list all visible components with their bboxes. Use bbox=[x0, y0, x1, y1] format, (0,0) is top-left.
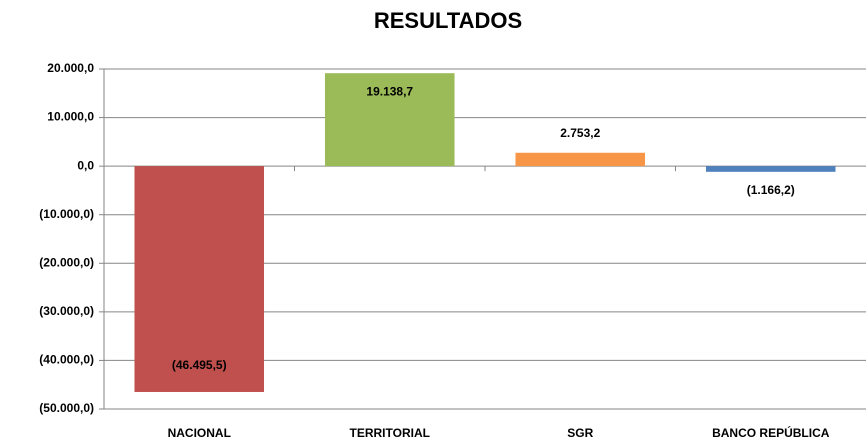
x-tick-label: BANCO REPÚBLICA bbox=[712, 425, 830, 440]
value-label: 2.753,2 bbox=[560, 126, 600, 140]
y-tick-label: 10.000,0 bbox=[47, 110, 94, 124]
value-label: (46.495,5) bbox=[172, 358, 227, 372]
value-label: 19.138,7 bbox=[366, 84, 413, 98]
value-label: (1.166,2) bbox=[747, 183, 795, 197]
y-tick-label: (30.000,0) bbox=[39, 304, 94, 318]
chart-title: RESULTADOS bbox=[374, 8, 522, 33]
x-tick-label: TERRITORIAL bbox=[350, 426, 430, 440]
y-tick-label: (20.000,0) bbox=[39, 255, 94, 269]
bar bbox=[324, 73, 455, 167]
x-tick-label: NACIONAL bbox=[168, 426, 231, 440]
bar bbox=[515, 152, 646, 167]
y-tick-label: 0,0 bbox=[77, 158, 94, 172]
y-tick-label: (40.000,0) bbox=[39, 353, 94, 367]
bar bbox=[705, 166, 836, 172]
x-tick-label: SGR bbox=[567, 426, 593, 440]
bar bbox=[134, 166, 265, 392]
y-tick-label: (50.000,0) bbox=[39, 401, 94, 415]
y-tick-label: (10.000,0) bbox=[39, 207, 94, 221]
y-tick-label: 20.000,0 bbox=[47, 61, 94, 75]
